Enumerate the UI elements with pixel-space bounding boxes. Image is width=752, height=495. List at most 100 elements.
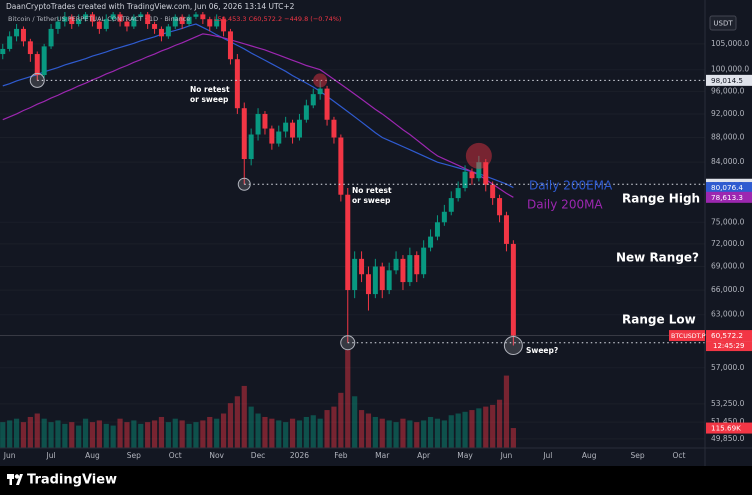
candle-body	[490, 184, 496, 199]
x-tick-label: May	[457, 451, 473, 460]
candle-body	[20, 28, 26, 42]
candle-body	[179, 16, 185, 25]
candle-body	[324, 88, 330, 120]
series-tag: 80,076.4	[711, 183, 743, 192]
volume-bar	[234, 396, 240, 448]
candle-body	[214, 19, 220, 27]
volume-bar	[331, 406, 337, 448]
x-tick-label: Sep	[127, 451, 141, 460]
volume-bar	[55, 420, 61, 448]
volume-bar	[400, 418, 406, 448]
candle-body	[200, 14, 206, 20]
candle-body	[117, 14, 123, 22]
logo-icon	[16, 474, 23, 485]
last-price-tag-box	[706, 330, 752, 342]
header: DaanCryptoTrades created with TradingVie…	[6, 2, 295, 11]
volume-bar	[20, 422, 27, 448]
candle-body	[407, 255, 413, 283]
annotation: New Range?	[616, 251, 699, 265]
candle-body	[41, 46, 47, 76]
y-tick-label: 100,000.0	[711, 65, 749, 74]
volume-bar	[200, 420, 206, 448]
volume-bar	[365, 413, 372, 448]
level-tag: 98,014.5	[711, 76, 743, 85]
annotation: Sweep?	[526, 346, 558, 355]
symbol-tag-box	[669, 330, 705, 342]
x-tick-label: Mar	[375, 451, 390, 460]
candle-body	[7, 36, 13, 49]
footer-brand: TradingView	[27, 473, 117, 488]
volume-bar	[345, 349, 351, 448]
volume-bar	[89, 422, 96, 448]
series-label: Daily 200MA	[527, 198, 603, 212]
candle-body	[497, 198, 503, 216]
candle-body	[503, 215, 509, 244]
volume-bar	[248, 406, 254, 448]
candle-body	[455, 188, 461, 199]
candle-body	[469, 171, 475, 179]
volume-bar	[69, 422, 75, 448]
volume-bar	[13, 418, 20, 448]
volume-bar	[289, 418, 296, 448]
x-tick-label: Apr	[417, 451, 431, 460]
volume-bar	[7, 420, 13, 448]
candle-body	[483, 162, 489, 185]
plot-area	[0, 12, 705, 448]
x-tick-label: Feb	[334, 451, 348, 460]
x-tick-label: 2026	[290, 451, 309, 460]
y-tick-label: 49,850.0	[711, 434, 745, 443]
volume-bar	[262, 416, 268, 448]
countdown-box	[706, 341, 752, 352]
y-tick-label: 88,000.0	[711, 133, 745, 142]
y-tick-label: 92,000.0	[711, 109, 745, 118]
ma-line	[2, 23, 514, 189]
annotation: No retest	[190, 85, 230, 94]
volume-bar	[490, 404, 496, 448]
candle-body	[372, 266, 378, 295]
candle-body	[48, 28, 54, 47]
highlight-circle	[237, 177, 251, 191]
candle-body	[338, 137, 344, 195]
annotation: or sweep	[190, 95, 229, 104]
candle-body	[110, 14, 116, 20]
candle-body	[27, 41, 33, 55]
highlight-circle	[313, 73, 328, 88]
volume-bar	[379, 418, 385, 448]
x-tick-label: Jul	[542, 451, 552, 460]
currency: USDT	[713, 20, 733, 28]
volume-bar	[510, 428, 516, 448]
volume-bar	[158, 416, 165, 448]
chart-title: Bitcoin / TetherUS PERPETUAL CONTRACT · …	[8, 15, 190, 23]
volume-bar	[241, 385, 247, 448]
candle-body	[310, 94, 316, 106]
y-tick-label: 57,000.0	[711, 363, 745, 372]
volume-bar	[179, 420, 185, 448]
volume-bar	[62, 423, 68, 448]
y-tick-label: 63,000.0	[711, 310, 745, 319]
volume-bar	[151, 420, 158, 448]
x-tick-label: Sep	[630, 451, 644, 460]
candle-body	[138, 14, 144, 17]
volume-bar	[117, 418, 123, 448]
annotation: Range Low	[622, 313, 696, 327]
candle-body	[96, 21, 102, 29]
volume-bar	[441, 420, 447, 448]
candle-body	[62, 16, 68, 22]
volume-bar	[103, 423, 109, 448]
candle-body	[186, 16, 192, 25]
volume-bar	[27, 416, 33, 448]
candle-body	[0, 48, 6, 55]
volume-bar	[110, 425, 116, 448]
x-tick-label: Oct	[672, 451, 685, 460]
highlight-circle	[465, 142, 492, 169]
volume-bar	[386, 420, 392, 448]
candle-body	[124, 21, 130, 27]
volume-tag-box	[706, 422, 752, 434]
candle-body	[69, 16, 75, 25]
candle-body	[55, 21, 61, 29]
y-tick-label: 66,000.0	[711, 285, 745, 294]
candle-body	[345, 194, 351, 291]
annotation: Range High	[622, 192, 700, 206]
candle-body	[296, 119, 302, 138]
candle-body	[14, 28, 20, 37]
